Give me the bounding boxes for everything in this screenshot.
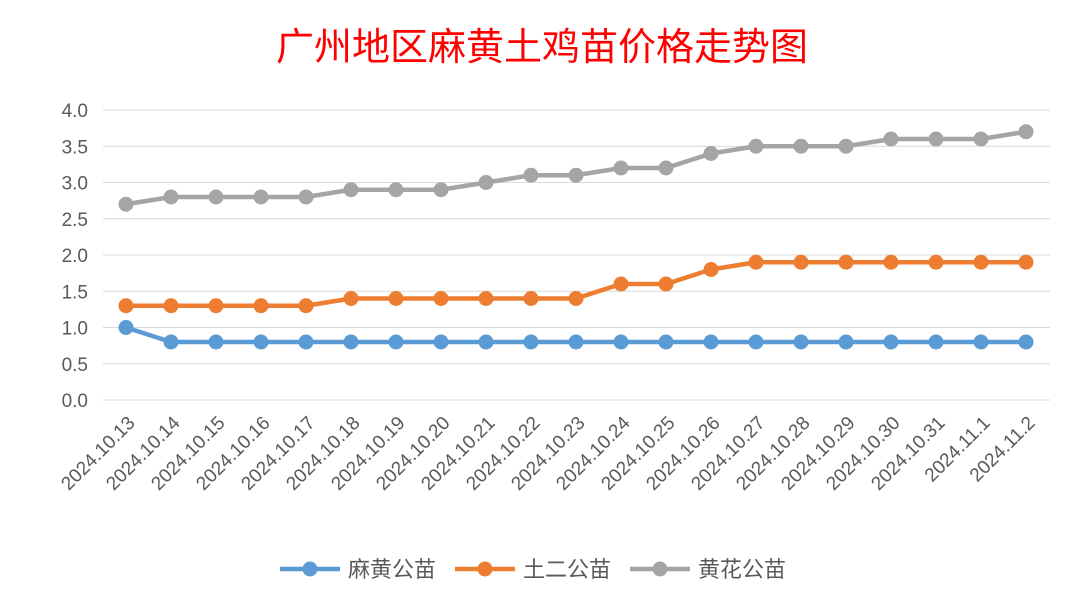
legend-item: 黄花公苗 [630,558,786,583]
data-point [163,189,179,205]
data-point [388,291,404,306]
legend-label: 土二公苗 [523,558,611,583]
data-point [928,334,944,350]
data-point [433,182,449,198]
data-point [1018,254,1034,270]
data-point [118,298,134,314]
data-point [208,334,224,350]
data-point [568,167,584,183]
data-point [163,334,179,350]
y-tick-label: 2.0 [62,246,88,267]
data-point [838,334,854,350]
data-point [433,334,449,350]
data-point [388,182,404,198]
legend-item: 麻黄公苗 [280,558,436,583]
data-point [343,334,359,350]
y-tick-label: 0.0 [62,391,88,412]
data-point [703,262,719,277]
data-point [973,254,989,270]
y-tick-label: 0.5 [62,355,88,376]
data-point [1018,124,1034,140]
legend-swatch-marker [302,561,318,577]
series-1 [118,320,1034,350]
data-point [118,320,134,335]
legend-label: 黄花公苗 [698,558,786,583]
y-tick-label: 2.5 [62,210,88,231]
y-tick-label: 4.0 [62,101,88,122]
data-point [208,189,224,205]
data-point [793,334,809,350]
data-point [343,291,359,306]
data-point [253,189,269,205]
data-point [523,291,539,306]
data-point [973,131,989,147]
legend: 麻黄公苗 土二公苗 黄花公苗 [280,558,786,583]
data-point [253,334,269,350]
data-point [478,291,494,306]
data-point [568,334,584,350]
data-point [748,334,764,350]
data-point [478,334,494,350]
data-point [838,254,854,270]
y-tick-label: 3.0 [62,174,88,195]
series-2 [118,254,1034,314]
data-point [793,138,809,154]
data-point [658,160,674,176]
data-point [433,291,449,306]
data-point [658,276,674,292]
y-tick-label: 3.5 [62,137,88,158]
data-point [298,189,314,205]
data-point [703,334,719,350]
chart-title: 广州地区麻黄土鸡苗价格走势图 [276,25,808,69]
x-axis-tick-labels: 2024.10.132024.10.142024.10.152024.10.16… [57,412,1039,494]
legend-swatch-marker [477,561,493,577]
data-point [658,334,674,350]
legend-swatch-marker [652,561,668,577]
data-point [1018,334,1034,350]
data-point [388,334,404,350]
gridlines [103,109,1050,401]
data-point [613,160,629,176]
data-point [883,131,899,147]
legend-item: 土二公苗 [455,558,611,583]
data-point [883,254,899,270]
data-point [973,334,989,350]
data-point [118,196,134,212]
data-point [928,131,944,147]
data-point [613,276,629,292]
data-point [298,334,314,350]
data-point [568,291,584,306]
series-3 [118,124,1034,212]
data-point [748,138,764,154]
data-point [523,167,539,183]
y-tick-label: 1.0 [62,319,88,340]
data-point [928,254,944,270]
data-point [478,175,494,190]
y-tick-label: 1.5 [62,282,88,303]
data-point [253,298,269,314]
data-point [748,254,764,270]
data-point [298,298,314,314]
data-point [793,254,809,270]
data-point [208,298,224,314]
data-point [163,298,179,314]
y-axis-tick-labels: 0.0 0.5 1.0 1.5 2.0 2.5 3.0 3.5 4.0 [62,101,88,412]
data-point [523,334,539,350]
data-point [343,182,359,198]
series-layer [118,124,1034,350]
data-point [838,138,854,154]
data-point [613,334,629,350]
data-point [883,334,899,350]
data-point [703,146,719,161]
legend-label: 麻黄公苗 [348,558,436,583]
